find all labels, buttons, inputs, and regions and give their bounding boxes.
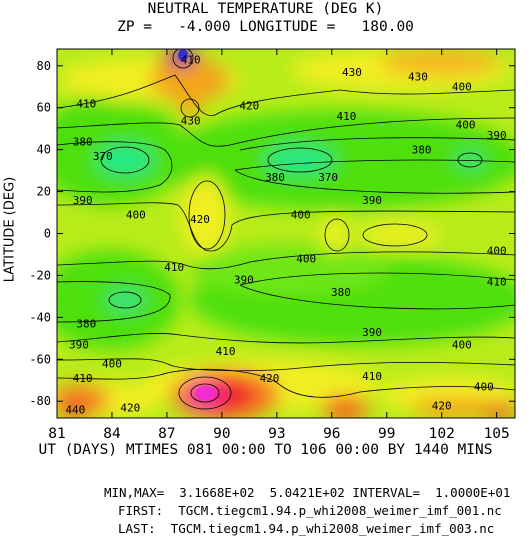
contour-label: 430 [408, 70, 428, 83]
hot-core [195, 386, 215, 400]
x-tick-label: 102 [429, 426, 455, 442]
cold-core [178, 49, 188, 61]
first-file-line: FIRST: TGCM.tiegcm1.94.p_whi2008_weimer_… [118, 503, 502, 518]
contour-label: 400 [456, 118, 476, 131]
x-tick-label: 81 [48, 426, 65, 442]
minmax-line: MIN,MAX= 3.1668E+02 5.0421E+02 INTERVAL=… [104, 485, 511, 500]
contour-label: 430 [342, 66, 362, 79]
chart-subtitle: ZP = -4.000 LONGITUDE = 180.00 [117, 19, 414, 35]
contour-label: 420 [120, 402, 140, 415]
contour-label: 400 [126, 209, 146, 222]
contour-label: 410 [216, 345, 236, 358]
contour-label: 430 [181, 114, 201, 127]
contour-label: 440 [65, 404, 85, 417]
contour-label: 380 [76, 318, 96, 331]
contour-label: 400 [452, 339, 472, 352]
y-tick-label: 0 [44, 227, 51, 241]
contour-label: 420 [190, 213, 210, 226]
y-tick-label: 20 [37, 185, 51, 199]
contour-label: 420 [239, 100, 259, 113]
y-tick-label: -60 [29, 352, 51, 366]
x-tick-label: 90 [213, 426, 230, 442]
y-tick-label: -40 [29, 310, 51, 324]
contour-label: 380 [73, 135, 93, 148]
y-tick-label: 60 [37, 101, 51, 115]
contour-label: 380 [265, 171, 285, 184]
contour-label: 380 [331, 286, 351, 299]
contour-label: 390 [234, 274, 254, 287]
contour-label: 410 [73, 372, 93, 385]
x-axis: 81 84 87 90 93 96 99 102 105 [48, 49, 510, 442]
contour-label: 390 [73, 194, 93, 207]
contour-label: 370 [318, 171, 338, 184]
contour-label: 390 [362, 326, 382, 339]
contour-label: 390 [487, 129, 507, 142]
contour-label: 400 [296, 253, 316, 266]
x-tick-label: 96 [323, 426, 340, 442]
last-file-line: LAST: TGCM.tiegcm1.94.p_whi2008_weimer_i… [118, 521, 495, 536]
contour-label: 400 [291, 209, 311, 222]
contour-label: 380 [412, 144, 432, 157]
chart-title: NEUTRAL TEMPERATURE (DEG K) [147, 1, 384, 17]
y-axis-label: LATITUDE (DEG) [2, 176, 18, 283]
contour-label: 410 [487, 276, 507, 289]
contour-label: 400 [474, 381, 494, 394]
contour-label: 420 [260, 372, 280, 385]
y-tick-label: -80 [29, 394, 51, 408]
contour-label: 390 [69, 339, 89, 352]
y-tick-label: -20 [29, 268, 51, 282]
contour-label: 410 [164, 261, 184, 274]
x-tick-label: 93 [268, 426, 285, 442]
contour-label: 410 [181, 53, 201, 66]
x-tick-label: 99 [378, 426, 395, 442]
contour-label: 400 [102, 357, 122, 370]
contour-label: 400 [487, 244, 507, 257]
contour-label: 410 [337, 110, 357, 123]
contour-label: 400 [452, 81, 472, 94]
contour-lines [57, 49, 515, 410]
x-tick-label: 84 [103, 426, 121, 442]
y-tick-label: 40 [37, 143, 51, 157]
x-tick-label: 87 [158, 426, 175, 442]
contour-label: 370 [93, 150, 113, 163]
contour-label: 410 [362, 370, 382, 383]
contour-label: 410 [76, 98, 96, 111]
y-axis: -80 -60 -40 -20 0 20 40 60 80 [29, 59, 515, 408]
field-blobs [57, 49, 515, 418]
x-tick-label: 105 [484, 426, 510, 442]
contour-label: 420 [432, 399, 452, 412]
contour-label: 390 [362, 194, 382, 207]
x-axis-label: UT (DAYS) MTIMES 081 00:00 TO 106 00:00 … [38, 442, 493, 458]
y-tick-label: 80 [37, 59, 51, 73]
